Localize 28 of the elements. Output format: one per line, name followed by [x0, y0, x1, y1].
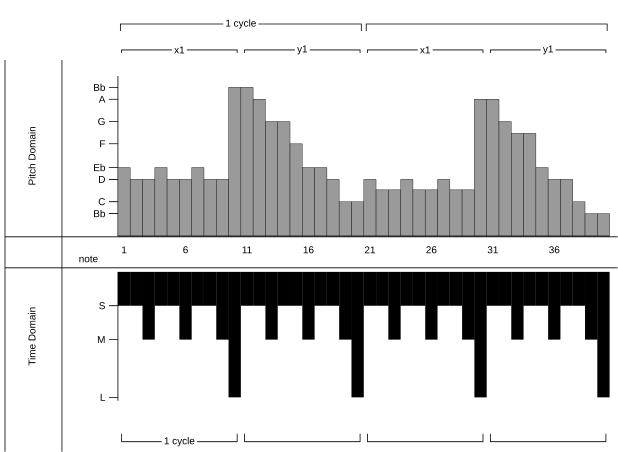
text: Bb [94, 84, 105, 91]
x-tick-label: 36 [549, 246, 560, 254]
text: Eb [94, 164, 105, 172]
text: Bb [94, 210, 105, 218]
text: G [98, 118, 105, 125]
x-tick-label: 21 [364, 246, 375, 254]
text: D [99, 176, 105, 183]
x-tick-label: 26 [426, 246, 436, 254]
text: y1 [297, 45, 308, 54]
text: F [100, 140, 106, 148]
text: L [100, 394, 106, 401]
x-tick-label: 31 [488, 246, 498, 254]
text: S [99, 302, 105, 310]
y-axis-title: Time Domain [28, 307, 36, 366]
x-tick-label: 16 [304, 246, 314, 254]
x-tick-label: 1 [122, 246, 126, 254]
text: 1 cycle [226, 19, 256, 29]
x-tick-label: 11 [242, 246, 252, 254]
text: y1 [542, 45, 553, 54]
text: C [98, 198, 106, 206]
y-axis-title: Pitch Domain [28, 126, 36, 185]
text: M [98, 336, 105, 343]
text: A [98, 96, 106, 103]
text: 1 cycle [164, 437, 194, 446]
x-tick-label: 6 [183, 246, 188, 254]
text: x1 [420, 46, 430, 54]
x-axis-title: note [79, 256, 98, 262]
text: x1 [174, 46, 184, 54]
